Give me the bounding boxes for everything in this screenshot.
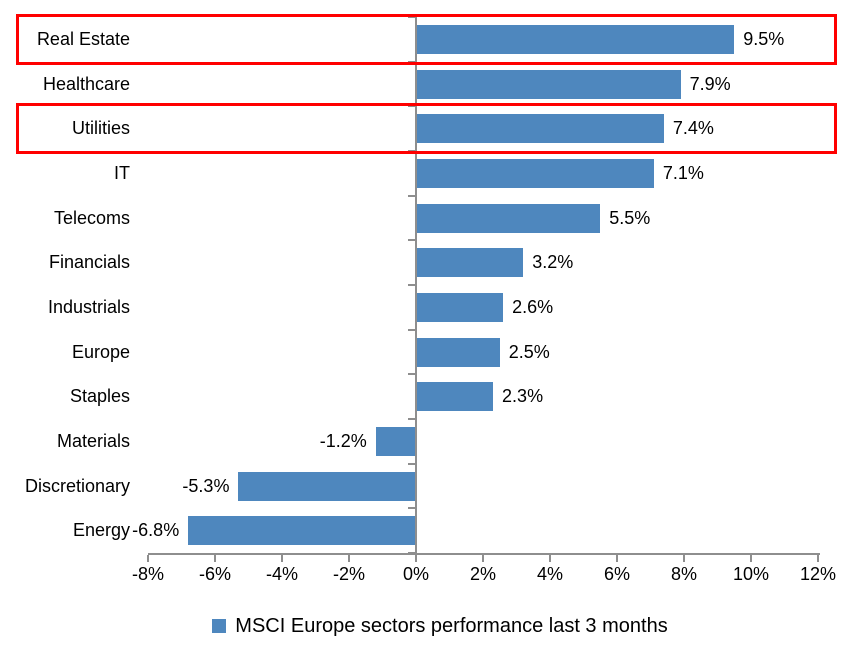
category-axis-tick (408, 418, 415, 420)
bar-staples (416, 382, 494, 412)
category-axis-tick (408, 462, 415, 465)
value-axis-tick-label-12-: 12% (799, 564, 837, 584)
data-label-staples: 2.3% (502, 386, 544, 407)
category-axis-tick (408, 507, 415, 510)
data-label-materials: -1.2% (319, 431, 367, 451)
category-label-industrials: Industrials (47, 297, 130, 317)
value-axis-line (148, 553, 820, 555)
data-label-it: 7.1% (662, 163, 704, 183)
category-label-materials: Materials (56, 431, 130, 451)
category-label-real-estate: Real Estate (36, 29, 130, 49)
bar-europe (416, 337, 500, 367)
value-axis-tick (415, 555, 417, 562)
value-axis-tick (482, 555, 484, 562)
bar-healthcare (416, 69, 681, 99)
category-label-staples: Staples (69, 386, 130, 407)
bar-materials (375, 426, 416, 456)
bar-financials (416, 248, 524, 278)
value-axis-tick-label-0-: 0% (402, 564, 429, 584)
category-axis-tick (408, 150, 415, 152)
category-axis-tick (408, 328, 415, 331)
category-axis-tick (408, 194, 415, 197)
value-axis-tick (549, 555, 551, 562)
category-label-utilities: Utilities (71, 118, 130, 139)
data-label-real-estate: 9.5% (743, 29, 785, 49)
value-axis-tick (616, 555, 618, 562)
category-label-telecoms: Telecoms (53, 207, 130, 228)
category-label-discretionary: Discretionary (24, 475, 130, 496)
bar-discretionary (238, 471, 416, 501)
value-axis-tick-label--6-: -6% (198, 564, 231, 584)
data-label-europe: 2.5% (508, 341, 550, 362)
legend-marker-icon (212, 619, 227, 633)
bar-energy (188, 516, 416, 546)
value-axis-tick-label--2-: -2% (332, 564, 365, 584)
bar-telecoms (416, 203, 601, 233)
data-label-energy: -6.8% (132, 520, 180, 541)
category-axis-tick (408, 239, 415, 242)
bar-industrials (416, 292, 504, 322)
category-label-healthcare: Healthcare (42, 73, 130, 94)
legend: MSCI Europe sectors performance last 3 m… (14, 611, 852, 641)
bar-it (416, 158, 654, 188)
value-axis-tick (683, 555, 685, 562)
category-label-financials: Financials (48, 252, 130, 273)
category-axis-line (415, 17, 417, 553)
value-axis-tick-label-10-: 10% (732, 564, 770, 584)
category-axis-tick (408, 105, 415, 108)
value-axis-tick-label-2-: 2% (469, 564, 496, 584)
highlight-box-real-estate (16, 13, 837, 66)
data-label-discretionary: -5.3% (182, 475, 230, 496)
highlight-box-utilities (16, 102, 837, 155)
category-label-energy: Energy (72, 520, 130, 541)
value-axis-tick (750, 555, 752, 562)
bar-real-estate (416, 24, 735, 54)
value-axis-tick-label-6-: 6% (603, 564, 630, 584)
data-label-telecoms: 5.5% (609, 207, 651, 228)
data-label-financials: 3.2% (532, 252, 574, 273)
bar-utilities (416, 114, 664, 144)
category-axis-tick (408, 373, 415, 376)
category-label-it: IT (114, 163, 130, 183)
value-axis-tick (147, 555, 149, 562)
category-label-europe: Europe (71, 341, 130, 362)
category-axis-tick (408, 60, 415, 63)
value-axis-tick (214, 555, 216, 562)
value-axis-tick-label--8-: -8% (131, 564, 164, 584)
value-axis-tick-label--4-: -4% (265, 564, 298, 584)
data-label-industrials: 2.6% (512, 297, 554, 317)
data-label-healthcare: 7.9% (689, 73, 731, 94)
value-axis-tick (281, 555, 283, 562)
value-axis-tick (348, 555, 350, 562)
data-label-utilities: 7.4% (672, 118, 714, 139)
category-axis-tick (408, 16, 415, 18)
legend-label: MSCI Europe sectors performance last 3 m… (235, 614, 668, 637)
value-axis-tick-label-8-: 8% (670, 564, 697, 584)
value-axis-tick (817, 555, 819, 562)
category-axis-tick (408, 284, 415, 286)
value-axis-tick-label-4-: 4% (536, 564, 563, 584)
